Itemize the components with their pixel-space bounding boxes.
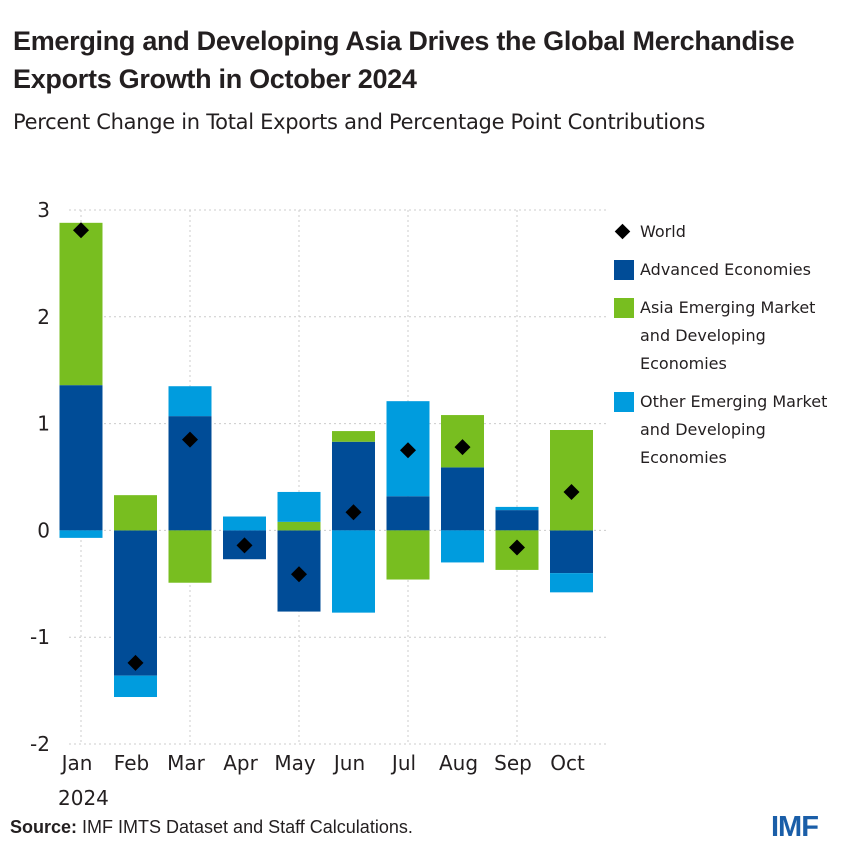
world-marker-oct xyxy=(563,483,580,500)
diamond-marker-icon xyxy=(614,223,631,240)
chart-title: Emerging and Developing Asia Drives the … xyxy=(13,26,795,94)
bar-jan-series-2 xyxy=(59,530,103,538)
world-markers xyxy=(73,222,580,671)
bar-may-series-2 xyxy=(277,491,321,522)
y-tick-label: 1 xyxy=(37,412,50,436)
bar-oct-series-0 xyxy=(550,530,593,574)
bar-apr-series-2 xyxy=(223,516,266,531)
x-tick-label: Apr xyxy=(223,751,258,775)
bar-aug-series-0 xyxy=(441,467,484,531)
bar-jun-series-2 xyxy=(332,530,375,613)
source-text: IMF IMTS Dataset and Staff Calculations. xyxy=(77,817,413,837)
legend-item: Advanced Economies xyxy=(612,256,862,284)
legend-label: Advanced Economies xyxy=(640,260,811,279)
y-tick-label: -2 xyxy=(30,732,50,756)
world-marker-apr xyxy=(236,537,253,554)
x-tick-label: May xyxy=(274,751,316,775)
world-marker-sep xyxy=(509,539,525,556)
y-tick-label: 3 xyxy=(37,198,50,222)
y-tick-label: 0 xyxy=(37,518,50,542)
bar-jun-series-1 xyxy=(332,431,375,442)
bar-jan-series-1 xyxy=(59,222,103,386)
bar-jan-series-0 xyxy=(59,385,103,531)
x-tick-label: Jun xyxy=(332,751,365,775)
x-tick-label: Mar xyxy=(167,751,206,775)
world-marker-mar xyxy=(182,431,198,448)
bar-jul-series-1 xyxy=(386,530,430,580)
bars xyxy=(59,222,593,698)
legend-swatch-icon xyxy=(614,392,634,412)
y-tick-label: -1 xyxy=(30,625,50,649)
x-tick-label: Oct xyxy=(550,751,585,775)
legend: World Advanced Economies Asia Emerging Mar… xyxy=(612,218,862,482)
world-marker-may xyxy=(291,566,307,583)
legend-item: Other Emerging Market and Developing Econo… xyxy=(612,388,862,472)
bar-aug-series-2 xyxy=(441,530,484,563)
legend-label: World xyxy=(640,222,686,241)
bar-oct-series-2 xyxy=(550,573,593,593)
imf-logo: IMF xyxy=(771,811,819,843)
x-tick-label: Jan xyxy=(60,751,93,775)
x-tick-label: Sep xyxy=(494,751,532,775)
x-tick-label: Jul xyxy=(390,751,416,775)
world-marker-aug xyxy=(454,439,471,456)
legend-swatch-icon xyxy=(614,260,634,280)
legend-label: Asia Emerging Market and Developing Econom… xyxy=(640,298,816,373)
y-tick-label: 2 xyxy=(37,305,50,329)
source-label: Source: xyxy=(10,817,78,837)
y-axis-ticks: 3 2 1 0 -1 -2 xyxy=(30,198,50,756)
bar-feb-series-1 xyxy=(114,495,157,531)
bar-mar-series-2 xyxy=(168,386,212,417)
bar-oct-series-1 xyxy=(550,430,593,531)
bar-mar-series-1 xyxy=(168,530,212,583)
legend-item: Asia Emerging Market and Developing Econom… xyxy=(612,294,862,378)
bar-feb-series-0 xyxy=(114,530,157,676)
x-year-label: 2024 xyxy=(58,786,109,810)
world-marker-jan xyxy=(73,222,89,239)
world-marker-jul xyxy=(400,442,416,459)
bar-sep-series-2 xyxy=(495,506,539,511)
chart-subtitle: Percent Change in Total Exports and Perc… xyxy=(13,110,706,134)
legend-item: World xyxy=(612,218,862,246)
bar-feb-series-2 xyxy=(114,675,157,698)
x-axis-ticks: Jan Feb Mar Apr May Jun Jul Aug Sep Oct 2024 xyxy=(58,751,585,810)
source-note: Source: IMF IMTS Dataset and Staff Calcu… xyxy=(10,817,413,838)
bar-may-series-1 xyxy=(277,521,321,531)
x-tick-label: Aug xyxy=(439,751,478,775)
bar-jul-series-0 xyxy=(386,496,430,531)
world-marker-feb xyxy=(127,654,144,671)
legend-swatch-icon xyxy=(614,298,634,318)
world-marker-jun xyxy=(345,504,362,521)
x-tick-label: Feb xyxy=(114,751,149,775)
legend-label: Other Emerging Market and Developing Econo… xyxy=(640,392,828,467)
bar-sep-series-0 xyxy=(495,510,539,531)
